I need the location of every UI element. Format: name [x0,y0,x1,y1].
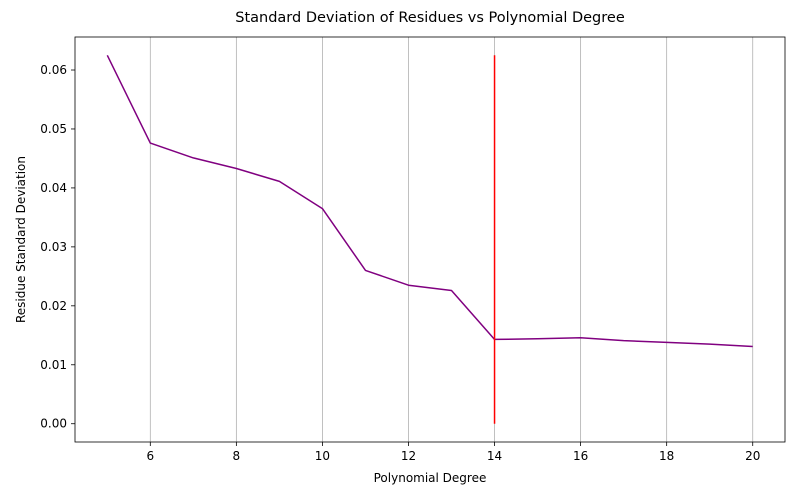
data-layer [106,54,753,424]
y-tick-label: 0.01 [40,358,67,372]
x-tick-label: 8 [233,449,241,463]
chart-title: Standard Deviation of Residues vs Polyno… [235,10,625,26]
x-tick-label: 6 [146,449,154,463]
x-axis-label: Polynomial Degree [374,471,487,485]
y-tick-label: 0.04 [40,181,67,195]
y-axis-label: Residue Standard Deviation [14,156,28,323]
y-tick-label: 0.02 [40,299,67,313]
y-axis-ticks: 0.00 0.01 0.02 0.03 0.04 0.05 0.06 [40,63,75,431]
axes-frame [74,36,786,443]
x-tick-label: 14 [487,449,502,463]
x-axis-ticks: 6 8 10 12 14 16 18 20 [146,442,760,463]
x-tick-label: 12 [401,449,416,463]
y-tick-label: 0.00 [40,417,67,431]
x-tick-label: 10 [315,449,330,463]
y-tick-label: 0.03 [40,240,67,254]
series-line [106,54,753,348]
x-tick-label: 20 [745,449,760,463]
x-tick-label: 16 [573,449,588,463]
y-tick-label: 0.06 [40,63,67,77]
y-tick-label: 0.05 [40,122,67,136]
grid-lines [149,37,754,442]
x-tick-label: 18 [659,449,674,463]
